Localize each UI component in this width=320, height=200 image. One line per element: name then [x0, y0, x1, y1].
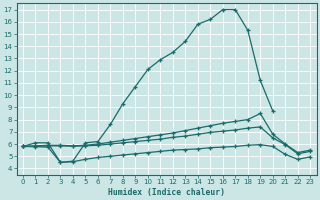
X-axis label: Humidex (Indice chaleur): Humidex (Indice chaleur): [108, 188, 225, 197]
